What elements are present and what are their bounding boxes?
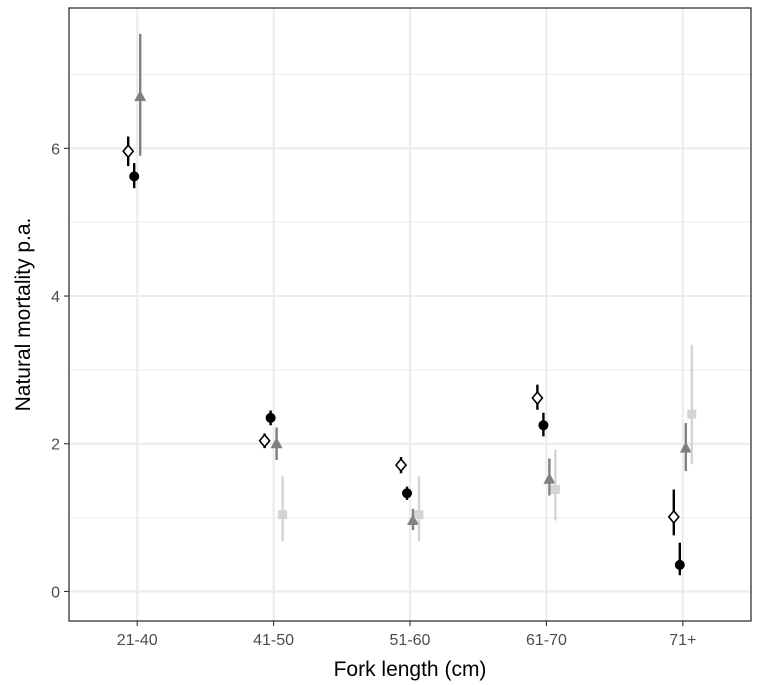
data-point [667,509,680,525]
data-point [414,510,424,520]
x-tick-label: 51-60 [390,632,431,649]
data-point [394,457,408,473]
x-tick-label: 41-50 [253,632,294,649]
data-point [258,433,271,449]
y-tick-label: 0 [51,584,60,601]
data-point [122,144,135,159]
data-point [679,441,692,453]
data-point [134,90,147,102]
data-point [531,390,544,406]
data-point [674,559,685,570]
grid-major [69,8,751,621]
y-axis-title: Natural mortality p.a. [12,218,35,412]
data-point [407,514,419,526]
y-tick-label: 4 [51,289,60,306]
data-point [550,485,560,495]
x-axis-title: Fork length (cm) [334,658,487,681]
y-tick-label: 6 [51,141,60,158]
data-point [270,437,283,449]
data-point [129,171,140,182]
data-point [538,420,549,431]
data-marks [122,33,697,576]
x-tick-label: 21-40 [117,632,158,649]
x-axis: 21-40 41-50 51-60 61-70 71+ [117,621,696,649]
data-point [402,488,412,499]
data-point [265,412,276,423]
x-tick-label: 61-70 [526,632,567,649]
x-tick-label: 71+ [669,632,696,649]
data-point [278,510,288,520]
data-point [687,409,697,419]
y-tick-label: 2 [51,437,60,454]
data-point [543,472,556,484]
y-axis: 0 2 4 6 [51,141,69,601]
